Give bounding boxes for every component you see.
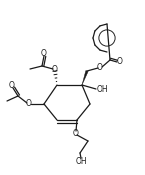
Text: O: O [41, 48, 47, 58]
Text: O: O [97, 64, 103, 72]
Text: O: O [52, 65, 58, 75]
Text: OH: OH [75, 156, 87, 166]
Text: O: O [26, 100, 32, 108]
Text: O: O [9, 80, 15, 89]
Text: O: O [73, 130, 79, 138]
Polygon shape [82, 71, 88, 85]
Text: OH: OH [96, 85, 108, 93]
Text: O: O [117, 58, 123, 66]
